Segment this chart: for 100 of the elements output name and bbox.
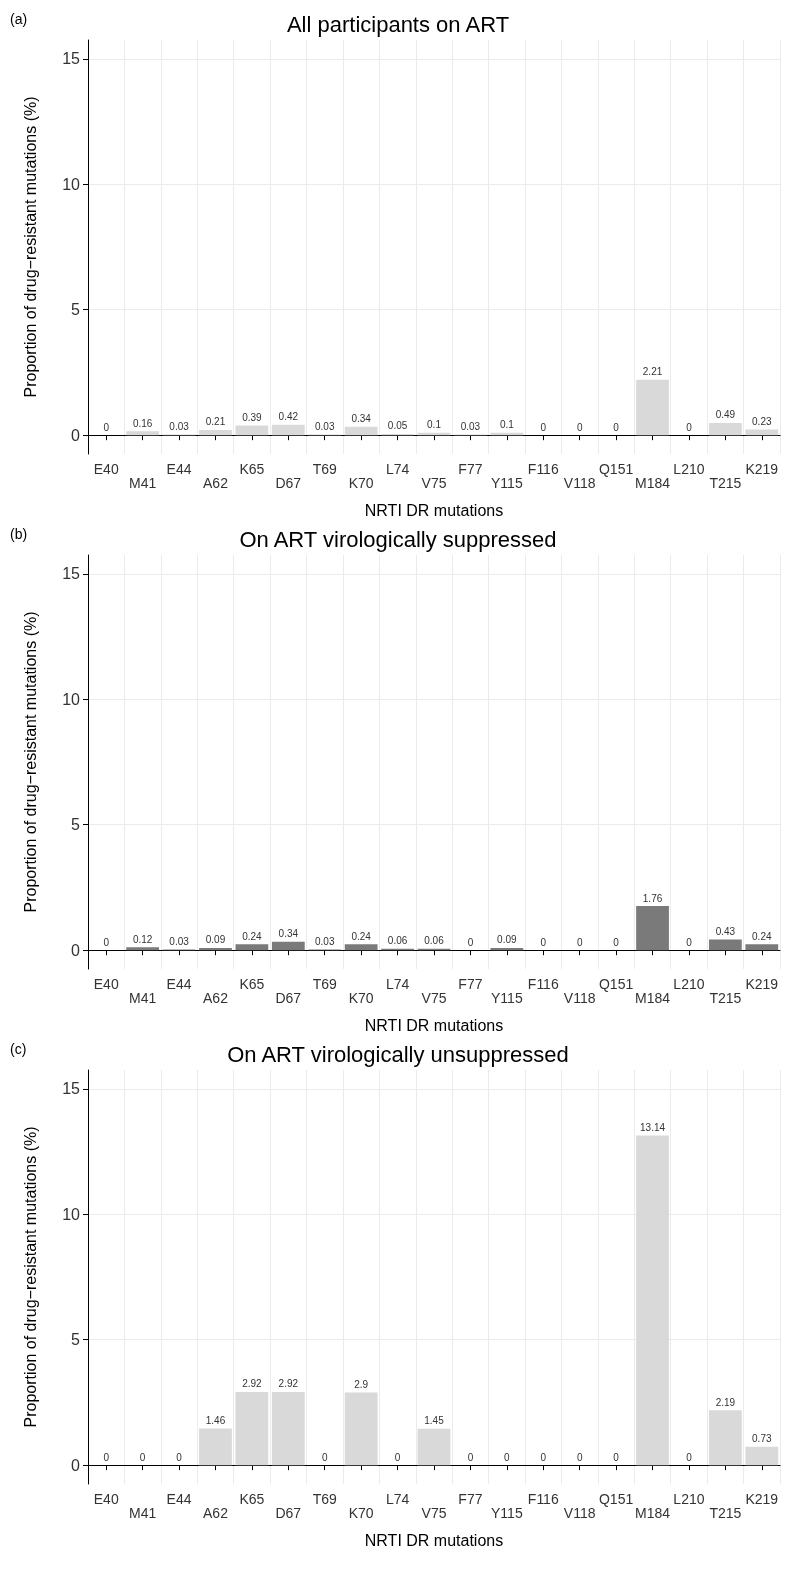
data-label: 0.24 <box>351 930 372 942</box>
x-tick-label: V118 <box>563 990 596 1006</box>
x-tick-label: Y115 <box>491 1505 523 1521</box>
data-label: 0.23 <box>752 415 772 427</box>
data-label: 0 <box>176 1451 183 1463</box>
x-tick-label: Y115 <box>491 475 523 491</box>
x-tick-label: A62 <box>203 475 229 491</box>
data-label: 0 <box>686 421 693 433</box>
x-tick-label: F116 <box>527 461 559 477</box>
data-label: 1.46 <box>205 1415 226 1427</box>
data-label: 0.16 <box>132 417 153 429</box>
data-label: 1.76 <box>642 892 663 904</box>
x-tick-label: Y115 <box>491 990 523 1006</box>
chart-title: On ART virologically suppressed <box>239 526 557 552</box>
data-label: 2.21 <box>642 366 663 378</box>
data-label: 0.34 <box>351 413 372 425</box>
bar <box>235 1391 269 1466</box>
data-label: 0 <box>576 421 583 433</box>
y-tick-label: 0 <box>71 1456 81 1474</box>
x-tick-label: K70 <box>348 475 374 491</box>
data-label: 0 <box>613 421 620 433</box>
text: (c) <box>10 1041 27 1057</box>
x-tick-label: V75 <box>421 990 447 1006</box>
bar <box>708 1410 742 1466</box>
x-tick-label: K65 <box>239 1491 265 1507</box>
data-label: 0.03 <box>460 420 481 432</box>
x-tick-label: T69 <box>312 461 338 477</box>
y-axis-title: Proportion of drug−resistant mutations (%) <box>21 1126 39 1428</box>
x-tick-label: Q151 <box>598 976 634 992</box>
x-tick-label: Q151 <box>598 1491 634 1507</box>
x-tick-label: D67 <box>275 1505 302 1521</box>
x-tick-label: E44 <box>166 1491 192 1507</box>
data-label: 2.9 <box>354 1378 369 1390</box>
x-tick-label: L74 <box>385 976 410 992</box>
x-tick-label: V75 <box>421 1505 447 1521</box>
y-tick-label: 0 <box>71 941 81 959</box>
x-axis-title: NRTI DR mutations <box>364 1016 504 1034</box>
data-label: 0 <box>467 936 474 948</box>
data-label: 0 <box>394 1451 401 1463</box>
y-tick-label: 15 <box>62 50 81 68</box>
bar <box>417 1428 451 1466</box>
x-tick-label: V118 <box>563 475 596 491</box>
data-label: 0 <box>540 1451 547 1463</box>
x-tick-label: T215 <box>709 990 742 1006</box>
x-tick-label: K65 <box>239 976 265 992</box>
bar <box>636 379 669 436</box>
x-tick-label: T215 <box>709 1505 742 1521</box>
data-label: 0 <box>686 1451 693 1463</box>
x-tick-label: F116 <box>527 976 559 992</box>
x-tick-label: M184 <box>635 1505 671 1521</box>
data-label: 0 <box>576 1451 583 1463</box>
data-label: 0 <box>103 1451 110 1463</box>
data-label: 0.24 <box>242 930 263 942</box>
data-label: 0.06 <box>387 935 408 947</box>
data-label: 0.03 <box>169 935 190 947</box>
x-tick-label: E44 <box>166 976 192 992</box>
bar <box>344 1392 378 1466</box>
data-label: 13.14 <box>640 1121 666 1133</box>
bar <box>745 1446 779 1466</box>
y-tick-label: 0 <box>71 426 81 444</box>
y-tick-label: 5 <box>71 1331 81 1349</box>
x-tick-label: M184 <box>635 990 671 1006</box>
x-tick-label: A62 <box>203 990 229 1006</box>
x-tick-label: K219 <box>745 976 779 992</box>
x-tick-label: L210 <box>673 1491 705 1507</box>
x-tick-label: D67 <box>275 990 302 1006</box>
x-tick-label: T215 <box>709 475 742 491</box>
x-tick-label: L74 <box>385 461 410 477</box>
bar <box>745 429 779 436</box>
bar <box>344 426 378 436</box>
bar <box>199 1428 232 1466</box>
data-label: 0.42 <box>278 411 299 423</box>
y-tick-label: 10 <box>62 1205 81 1223</box>
x-axis-title: NRTI DR mutations <box>364 501 504 519</box>
bar <box>199 429 232 436</box>
data-label: 0.43 <box>715 925 736 937</box>
x-tick-label: L210 <box>673 461 705 477</box>
data-label: 0 <box>139 1451 146 1463</box>
y-tick-label: 10 <box>62 690 81 708</box>
data-label: 2.92 <box>242 1378 263 1390</box>
bar <box>271 1391 305 1466</box>
data-label: 0.1 <box>499 419 515 431</box>
x-tick-label: E40 <box>93 976 119 992</box>
bar <box>708 422 742 436</box>
data-label: 0 <box>576 936 583 948</box>
data-label: 0 <box>613 1451 620 1463</box>
x-tick-label: F77 <box>458 1491 483 1507</box>
data-label: 2.19 <box>715 1396 736 1408</box>
x-tick-label: K219 <box>745 461 779 477</box>
x-tick-label: M41 <box>129 990 157 1006</box>
data-label: 0.09 <box>205 934 226 946</box>
bar <box>271 424 305 436</box>
x-tick-label: K219 <box>745 1491 779 1507</box>
data-label: 0.21 <box>205 416 226 428</box>
data-label: 0 <box>686 936 693 948</box>
data-label: 0.06 <box>424 935 445 947</box>
data-label: 0 <box>103 421 110 433</box>
x-tick-label: A62 <box>203 1505 229 1521</box>
x-axis-title: NRTI DR mutations <box>364 1531 504 1549</box>
data-label: 0.34 <box>278 928 299 940</box>
